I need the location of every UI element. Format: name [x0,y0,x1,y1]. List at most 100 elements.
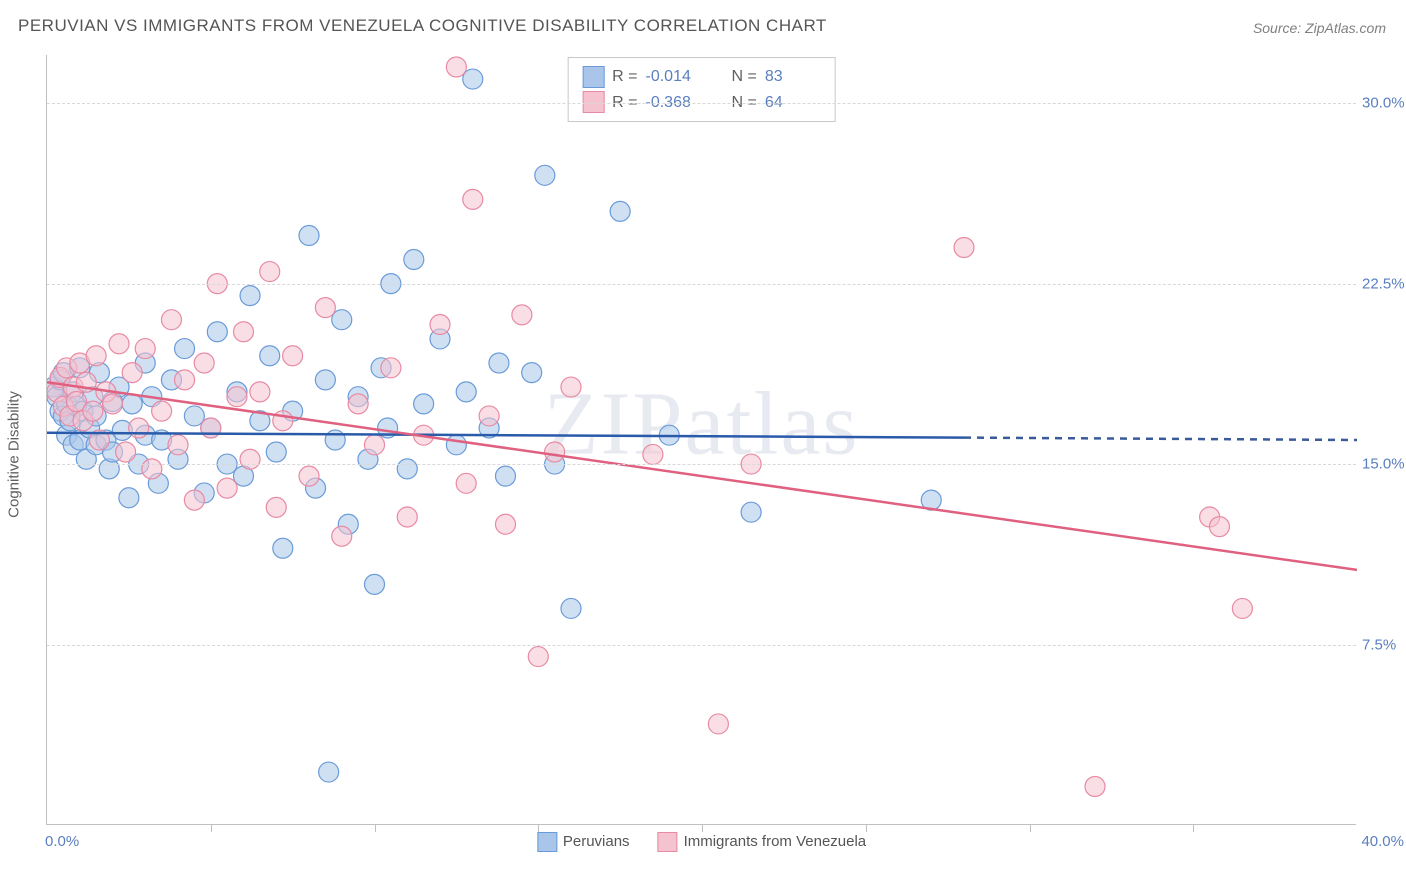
scatter-point [535,165,555,185]
scatter-point [184,490,204,510]
scatter-point [194,353,214,373]
scatter-point [365,574,385,594]
r-value-1: -0.014 [646,64,702,90]
scatter-point [201,418,221,438]
scatter-point [273,411,293,431]
scatter-point [86,346,106,366]
scatter-point [260,262,280,282]
scatter-point [207,322,227,342]
r-label: R = [612,64,637,90]
stats-row-series-1: R = -0.014 N = 83 [582,64,821,90]
x-tick [211,824,212,832]
scatter-point [175,339,195,359]
y-tick-label: 7.5% [1362,636,1406,653]
scatter-point [397,507,417,527]
scatter-point [266,442,286,462]
scatter-point [119,488,139,508]
scatter-point [260,346,280,366]
legend-label: Immigrants from Venezuela [684,833,867,850]
y-axis-label: Cognitive Disability [6,391,23,518]
scatter-point [610,201,630,221]
y-tick-label: 15.0% [1362,456,1406,473]
scatter-point [161,310,181,330]
scatter-point [1232,598,1252,618]
scatter-point [332,526,352,546]
bottom-legend: Peruvians Immigrants from Venezuela [537,832,866,852]
scatter-point [528,647,548,667]
scatter-point [430,315,450,335]
scatter-point [512,305,532,325]
scatter-point [266,497,286,517]
chart-title: PERUVIAN VS IMMIGRANTS FROM VENEZUELA CO… [18,16,827,36]
scatter-point [545,442,565,462]
grid-line [47,645,1356,646]
x-tick [1193,824,1194,832]
x-tick [702,824,703,832]
scatter-point [489,353,509,373]
scatter-point [1209,517,1229,537]
grid-line [47,284,1356,285]
scatter-point [365,435,385,455]
scatter-point [273,538,293,558]
y-tick-label: 22.5% [1362,275,1406,292]
scatter-point [741,502,761,522]
scatter-point [315,298,335,318]
source-label: Source: ZipAtlas.com [1253,20,1386,36]
legend-swatch [537,832,557,852]
scatter-point [152,401,172,421]
scatter-point [456,382,476,402]
scatter-point [643,444,663,464]
stats-legend-box: R = -0.014 N = 83 R = -0.368 N = 64 [567,57,836,122]
scatter-point [561,598,581,618]
scatter-point [184,406,204,426]
legend-label: Peruvians [563,833,630,850]
scatter-point [404,250,424,270]
swatch-series-1 [582,66,604,88]
scatter-point [299,466,319,486]
scatter-point [142,459,162,479]
trend-line-dash [964,438,1357,440]
scatter-point [708,714,728,734]
scatter-point [561,377,581,397]
scatter-point [522,363,542,383]
scatter-point [954,238,974,258]
scatter-svg [47,55,1357,825]
scatter-point [496,514,516,534]
scatter-point [168,435,188,455]
scatter-point [103,394,123,414]
scatter-point [250,382,270,402]
legend-item: Immigrants from Venezuela [658,832,867,852]
scatter-point [175,370,195,390]
n-value-1: 83 [765,64,821,90]
scatter-point [122,363,142,383]
scatter-point [479,406,499,426]
scatter-point [135,339,155,359]
scatter-point [348,394,368,414]
scatter-point [240,449,260,469]
scatter-point [332,310,352,330]
x-tick [1030,824,1031,832]
scatter-point [116,442,136,462]
x-tick [375,824,376,832]
scatter-point [496,466,516,486]
scatter-point [414,394,434,414]
scatter-point [109,334,129,354]
legend-swatch [658,832,678,852]
scatter-point [227,387,247,407]
n-label: N = [732,64,757,90]
x-max-label: 40.0% [1361,833,1404,850]
scatter-point [456,473,476,493]
scatter-point [1085,777,1105,797]
scatter-point [234,322,254,342]
scatter-point [299,225,319,245]
scatter-point [240,286,260,306]
scatter-point [463,69,483,89]
x-tick [538,824,539,832]
scatter-point [319,762,339,782]
grid-line [47,464,1356,465]
scatter-point [446,435,466,455]
scatter-point [325,430,345,450]
x-tick [866,824,867,832]
legend-item: Peruvians [537,832,630,852]
x-origin-label: 0.0% [45,833,79,850]
